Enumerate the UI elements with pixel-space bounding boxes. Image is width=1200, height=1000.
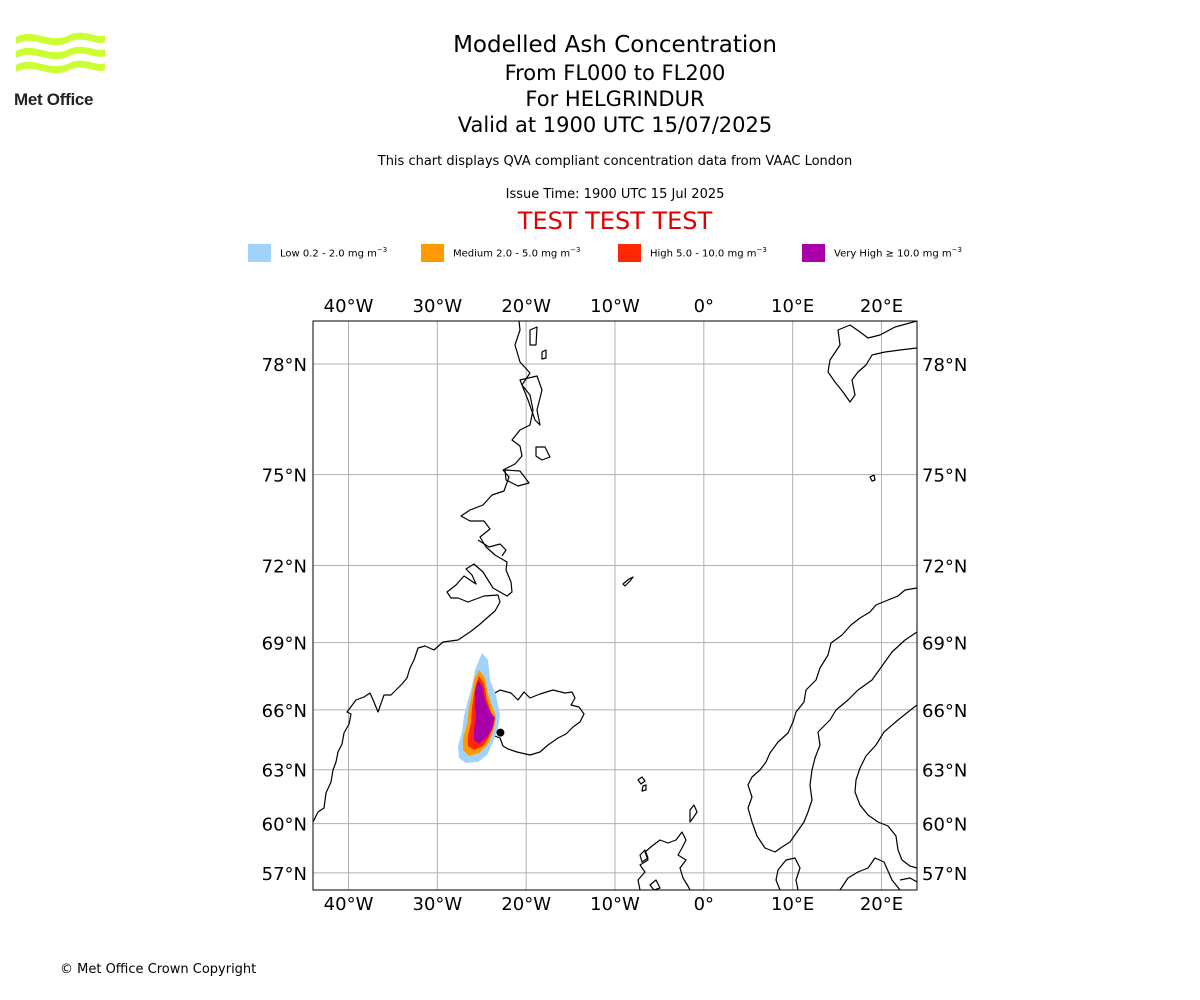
latitude-tick-label: 66°N xyxy=(262,701,307,722)
legend-label-low: Low 0.2 - 2.0 mg m xyxy=(280,248,377,260)
longitude-tick-label: 30°W xyxy=(413,296,463,317)
latitude-tick-label: 60°N xyxy=(262,815,307,836)
longitude-tick-label: 20°W xyxy=(501,296,551,317)
scandinavia-coastline xyxy=(747,587,917,853)
greenland-island xyxy=(541,349,547,360)
map-features xyxy=(313,321,917,890)
legend-unit-exponent: −3 xyxy=(756,246,767,255)
baltic-coastline xyxy=(839,857,901,890)
bothnia-coastline xyxy=(854,704,917,869)
greenland-island xyxy=(529,326,538,346)
latitude-tick-label: 78°N xyxy=(922,355,967,376)
chart-title: Modelled Ash Concentration xyxy=(453,32,777,58)
legend-swatch-medium xyxy=(421,244,444,262)
latitude-tick-label: 60°N xyxy=(922,815,967,836)
test-banner: TEST TEST TEST xyxy=(517,207,713,235)
greenland-inlet xyxy=(477,539,507,557)
logo-wordmark: Met Office xyxy=(14,90,94,109)
scotland-coastline xyxy=(637,831,691,890)
flight-levels: From FL000 to FL200 xyxy=(504,61,726,85)
map-frame xyxy=(312,320,918,891)
longitude-tick-label: 30°W xyxy=(413,894,463,915)
latitude-tick-label: 69°N xyxy=(262,634,307,655)
longitude-tick-label: 40°W xyxy=(324,894,374,915)
latitude-tick-label: 57°N xyxy=(922,864,967,885)
legend-item-high: High 5.0 - 10.0 mg m−3 xyxy=(618,244,767,262)
ash-plume xyxy=(458,653,505,763)
legend-swatch-low xyxy=(248,244,271,262)
latitude-tick-label: 72°N xyxy=(922,556,967,577)
longitude-tick-label: 10°W xyxy=(590,296,640,317)
iceland-coastline xyxy=(485,689,585,756)
denmark-coastline xyxy=(775,857,801,890)
legend-item-medium: Medium 2.0 - 5.0 mg m−3 xyxy=(421,244,580,262)
legend-label-medium: Medium 2.0 - 5.0 mg m xyxy=(453,248,571,260)
issue-time: Issue Time: 1900 UTC 15 Jul 2025 xyxy=(505,187,725,202)
latitude-tick-label: 72°N xyxy=(262,556,307,577)
legend-swatch-high xyxy=(618,244,641,262)
graticule xyxy=(313,321,917,890)
latitude-tick-label: 63°N xyxy=(922,761,967,782)
shetland-coastline xyxy=(689,804,698,823)
volcano-name: For HELGRINDUR xyxy=(525,87,705,111)
volcano-location-marker xyxy=(496,728,505,737)
ash-very-high-contour xyxy=(474,680,495,744)
greenland-island xyxy=(535,446,551,461)
met-office-logo: Met Office xyxy=(14,30,108,112)
legend-label-very-high: Very High ≥ 10.0 mg m xyxy=(834,248,952,260)
latitude-tick-label: 57°N xyxy=(262,864,307,885)
svalbard-coastline xyxy=(827,321,917,403)
legend-item-low: Low 0.2 - 2.0 mg m−3 xyxy=(248,244,387,262)
axis-tick-labels: 40°W 40°W 30°W 30°W 20°W 20°W 10°W 10°W 0° 0° 10°E… xyxy=(262,296,968,915)
longitude-tick-label: 10°E xyxy=(771,894,814,915)
longitude-tick-label: 20°W xyxy=(501,894,551,915)
longitude-tick-label: 0° xyxy=(694,894,714,915)
legend-swatch-very-high xyxy=(802,244,825,262)
chart-header: Modelled Ash Concentration From FL000 to… xyxy=(315,30,915,235)
longitude-tick-label: 10°E xyxy=(771,296,814,317)
latitude-tick-label: 75°N xyxy=(922,466,967,487)
qva-note: This chart displays QVA compliant concen… xyxy=(377,154,853,169)
bear-island-coastline xyxy=(869,474,876,482)
greenland-island xyxy=(519,375,543,426)
greenland-coastline xyxy=(313,321,534,823)
legend-unit-exponent: −3 xyxy=(951,246,962,255)
jan-mayen-coastline xyxy=(622,576,634,587)
baltic-island xyxy=(899,877,917,883)
longitude-tick-label: 40°W xyxy=(324,296,374,317)
latitude-tick-label: 78°N xyxy=(262,355,307,376)
latitude-tick-label: 69°N xyxy=(922,634,967,655)
wave-logo-icon xyxy=(16,32,105,74)
longitude-tick-label: 10°W xyxy=(590,894,640,915)
legend-label-high: High 5.0 - 10.0 mg m xyxy=(650,248,757,260)
legend-unit-exponent: −3 xyxy=(570,246,581,255)
copyright: © Met Office Crown Copyright xyxy=(60,962,257,977)
faroe-islands-coastline xyxy=(637,776,647,792)
latitude-tick-label: 75°N xyxy=(262,466,307,487)
latitude-tick-label: 63°N xyxy=(262,761,307,782)
longitude-tick-label: 20°E xyxy=(860,894,903,915)
legend-item-very-high: Very High ≥ 10.0 mg m−3 xyxy=(802,244,962,262)
scotland-island xyxy=(639,849,661,890)
valid-time: Valid at 1900 UTC 15/07/2025 xyxy=(457,113,773,137)
greenland-inlet xyxy=(504,469,530,487)
longitude-tick-label: 0° xyxy=(694,296,714,317)
legend-unit-exponent: −3 xyxy=(376,246,388,255)
longitude-tick-label: 20°E xyxy=(860,296,903,317)
latitude-tick-label: 66°N xyxy=(922,701,967,722)
coastlines xyxy=(313,321,917,890)
